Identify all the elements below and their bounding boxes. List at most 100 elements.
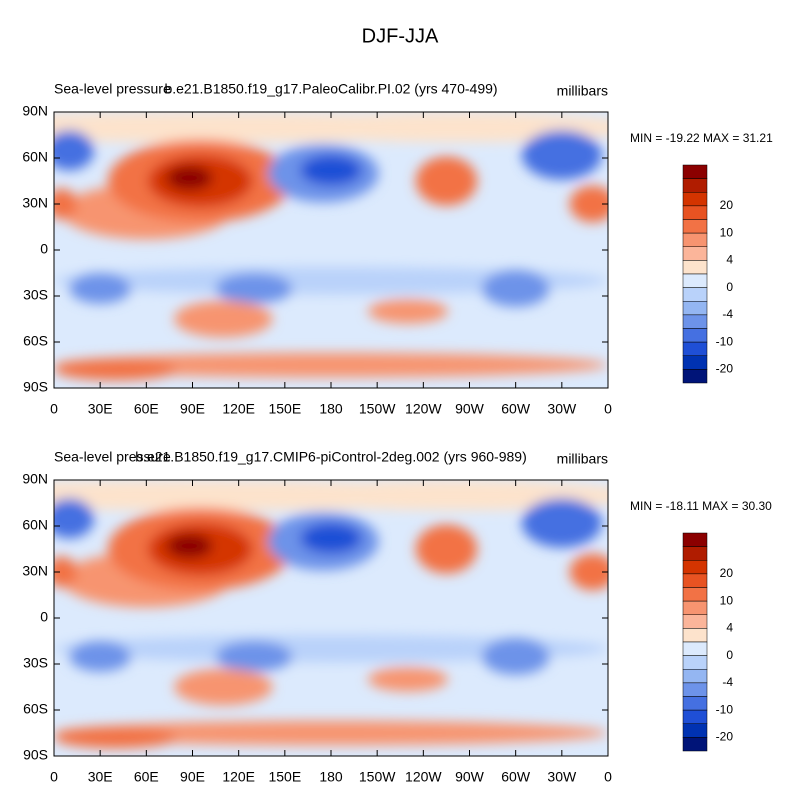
pressure-anomaly xyxy=(521,130,602,180)
colorbar-box xyxy=(682,232,708,247)
lat-label: 60S xyxy=(23,333,48,349)
lon-label: 150E xyxy=(268,401,301,417)
left-title: Sea-level pressure xyxy=(54,81,171,97)
lon-label: 0 xyxy=(604,401,612,417)
colorbar-box xyxy=(682,696,708,711)
lat-label: 0 xyxy=(40,241,48,257)
pressure-anomaly xyxy=(300,522,362,554)
lat-label: 60N xyxy=(22,517,48,533)
lon-label: 30W xyxy=(547,401,577,417)
colorbar-box xyxy=(682,192,708,207)
colorbar-box xyxy=(682,709,708,724)
colorbar-box xyxy=(682,682,708,697)
colorbar-box xyxy=(682,205,708,220)
colorbar-label: -10 xyxy=(716,702,734,716)
colorbar-box xyxy=(682,219,708,234)
lon-label: 30W xyxy=(547,769,577,785)
pressure-anomaly xyxy=(54,726,178,749)
colorbar-box xyxy=(682,301,708,316)
lon-label: 60W xyxy=(501,769,531,785)
colorbar-label: -4 xyxy=(722,675,733,689)
lon-label: 150W xyxy=(359,769,396,785)
pressure-anomaly xyxy=(69,641,131,672)
pressure-anomaly xyxy=(166,533,213,559)
colorbar-box xyxy=(682,273,708,288)
colorbar-box xyxy=(682,655,708,670)
lon-label: 150W xyxy=(359,401,396,417)
colorbar-box xyxy=(682,260,708,275)
colorbar-box xyxy=(682,164,708,179)
lon-label: 120E xyxy=(222,401,255,417)
colorbar-label: 20 xyxy=(720,198,734,212)
colorbar-box xyxy=(682,737,708,752)
pressure-anomaly xyxy=(215,273,293,304)
pressure-anomaly xyxy=(367,667,448,692)
lat-label: 90N xyxy=(22,471,48,487)
lon-label: 60E xyxy=(134,769,159,785)
colorbar-box xyxy=(682,628,708,643)
pressure-anomaly xyxy=(415,156,478,206)
pressure-anomaly xyxy=(415,524,478,574)
colorbar-box xyxy=(682,369,708,384)
pressure-anomaly xyxy=(174,668,273,706)
pressure-anomaly xyxy=(215,641,293,672)
colorbar-label: -20 xyxy=(716,362,734,376)
lat-label: 30S xyxy=(23,655,48,671)
pressure-anomaly xyxy=(54,498,95,539)
colorbar-box xyxy=(682,573,708,588)
lon-label: 30E xyxy=(88,769,113,785)
lat-label: 90S xyxy=(23,379,48,395)
colorbar-label: 10 xyxy=(720,593,734,607)
colorbar-label: -10 xyxy=(716,334,734,348)
lon-label: 90W xyxy=(455,769,485,785)
pressure-anomaly xyxy=(300,154,362,186)
lat-label: 60S xyxy=(23,701,48,717)
colorbar-box xyxy=(682,246,708,261)
colorbar-box xyxy=(682,587,708,602)
lat-label: 90N xyxy=(22,103,48,119)
contour-field xyxy=(54,112,608,388)
min-max: MIN = -19.22 MAX = 31.21 xyxy=(630,131,773,145)
right-title: millibars xyxy=(557,83,608,99)
colorbar-box xyxy=(682,287,708,302)
pressure-anomaly xyxy=(54,634,608,663)
colorbar-box xyxy=(682,723,708,738)
lon-label: 0 xyxy=(604,769,612,785)
lon-label: 0 xyxy=(50,401,58,417)
lon-label: 90E xyxy=(180,769,205,785)
colorbar-box xyxy=(682,614,708,629)
pressure-anomaly xyxy=(367,299,448,324)
pressure-anomaly xyxy=(569,185,608,223)
lat-label: 0 xyxy=(40,609,48,625)
pressure-anomaly xyxy=(54,720,608,746)
lat-label: 30N xyxy=(22,195,48,211)
left-title: Sea-level pressure xyxy=(54,449,171,465)
pressure-anomaly xyxy=(481,637,550,675)
lon-label: 180 xyxy=(319,401,343,417)
colorbar-box xyxy=(682,178,708,193)
pressure-anomaly xyxy=(166,165,213,191)
lat-label: 60N xyxy=(22,149,48,165)
colorbar-label: 0 xyxy=(726,648,733,662)
pressure-anomaly xyxy=(54,188,78,220)
center-title: b.e21.B1850.f19_g17.CMIP6-piControl-2deg… xyxy=(135,449,526,465)
colorbar-box xyxy=(682,341,708,356)
colorbar-box xyxy=(682,546,708,561)
colorbar-label: 0 xyxy=(726,280,733,294)
pressure-anomaly xyxy=(269,480,608,511)
pressure-anomaly xyxy=(54,556,78,588)
lat-label: 30N xyxy=(22,563,48,579)
lon-label: 60E xyxy=(134,401,159,417)
contour-field xyxy=(54,480,608,756)
pressure-anomaly xyxy=(54,352,608,378)
lon-label: 120W xyxy=(405,769,442,785)
colorbar-box xyxy=(682,532,708,547)
colorbar-label: 10 xyxy=(720,225,734,239)
pressure-anomaly xyxy=(54,130,95,171)
pressure-anomaly xyxy=(54,266,608,295)
pressure-anomaly xyxy=(521,498,602,548)
pressure-anomaly xyxy=(54,358,178,381)
